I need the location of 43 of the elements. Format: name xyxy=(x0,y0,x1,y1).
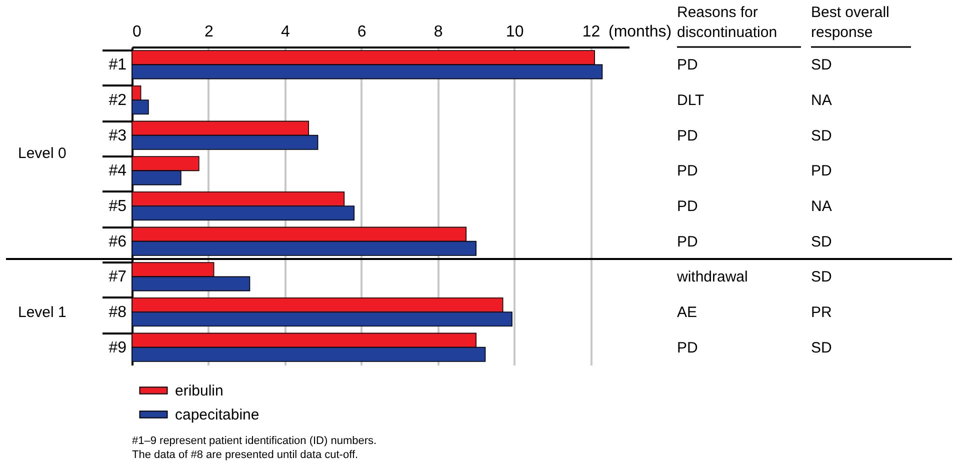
text: AE xyxy=(677,304,698,321)
text: SD xyxy=(811,268,832,286)
text: PD xyxy=(677,198,698,215)
text: PD xyxy=(677,127,698,144)
y-tick-label: #2 xyxy=(108,92,127,109)
text: The data of #8 are presented until data cut-off. xyxy=(132,449,358,461)
x-tick-label: 4 xyxy=(280,24,290,40)
y-tick-label: #3 xyxy=(108,127,127,144)
text: PD xyxy=(677,339,698,356)
y-tick-label: #1 xyxy=(108,56,127,74)
text: NA xyxy=(811,92,832,109)
text: Level 1 xyxy=(18,304,66,321)
text: SD xyxy=(811,233,832,250)
x-tick-label: 12 xyxy=(582,24,600,40)
text: PD xyxy=(811,162,832,180)
y-tick-label: #6 xyxy=(108,233,127,250)
text: Level 0 xyxy=(18,145,66,162)
x-tick-label: 8 xyxy=(434,24,443,40)
text: SD xyxy=(811,127,832,144)
y-tick-label: #5 xyxy=(108,198,127,215)
text: SD xyxy=(811,339,832,356)
text: PR xyxy=(811,304,832,321)
text: withdrawal xyxy=(676,268,748,286)
text: SD xyxy=(811,56,832,74)
text: NA xyxy=(811,198,832,215)
text: DLT xyxy=(677,92,704,109)
x-tick-label: 6 xyxy=(357,24,366,40)
x-tick-label: 0 xyxy=(132,24,142,40)
text: PD xyxy=(677,56,698,74)
text: Reasons for discontinuation xyxy=(677,4,778,41)
y-tick-label: #4 xyxy=(108,162,127,180)
y-tick-label: #7 xyxy=(108,268,127,286)
y-tick-label: #8 xyxy=(108,304,127,321)
text: Best overall response xyxy=(811,4,890,41)
text: #1–9 represent patient identification (ID) numbers. xyxy=(132,435,377,447)
x-tick-label: 2 xyxy=(204,24,214,40)
x-axis-title: (months) xyxy=(608,24,672,40)
text: PD xyxy=(677,233,698,250)
y-tick-label: #9 xyxy=(108,339,127,356)
text: PD xyxy=(677,162,698,180)
legend-label: capecitabine xyxy=(175,406,260,424)
x-tick-label: 10 xyxy=(506,24,524,40)
legend-label: eribulin xyxy=(175,382,224,400)
